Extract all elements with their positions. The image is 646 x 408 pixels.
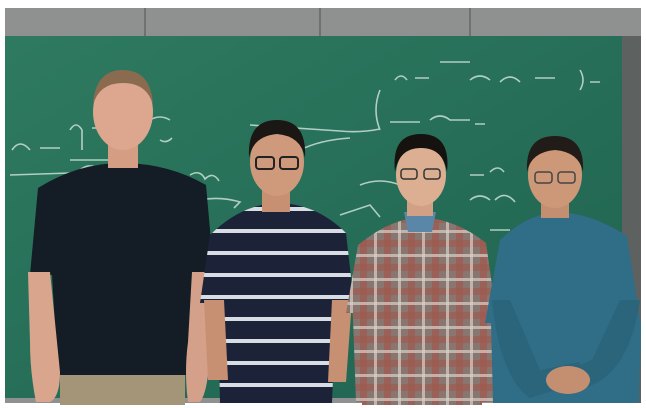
arm	[328, 300, 352, 382]
face	[396, 144, 446, 206]
glasses	[423, 168, 441, 180]
glasses	[400, 168, 418, 180]
chalk-formula	[390, 115, 485, 125]
shirt	[30, 163, 214, 375]
collar	[404, 212, 436, 232]
person	[200, 120, 354, 403]
chalk-line	[9, 172, 71, 176]
chalk-formula	[469, 167, 516, 231]
glasses	[255, 156, 275, 170]
glasses	[534, 171, 553, 184]
arm	[28, 272, 60, 402]
person	[346, 134, 498, 405]
hair	[526, 136, 584, 172]
glasses	[557, 171, 576, 184]
hair	[394, 134, 448, 172]
hands	[546, 366, 590, 394]
sleeve	[352, 290, 378, 402]
hair	[248, 120, 306, 158]
face	[528, 142, 582, 208]
face	[93, 74, 153, 150]
chalk-formula	[339, 180, 401, 218]
arm	[204, 300, 228, 380]
glasses	[279, 156, 299, 170]
person	[485, 136, 641, 403]
hair	[93, 70, 153, 105]
shirt	[346, 217, 496, 405]
neck	[262, 190, 290, 212]
chalk-formula	[375, 61, 600, 131]
shirt	[200, 203, 354, 403]
person	[28, 70, 214, 405]
face	[250, 128, 304, 196]
